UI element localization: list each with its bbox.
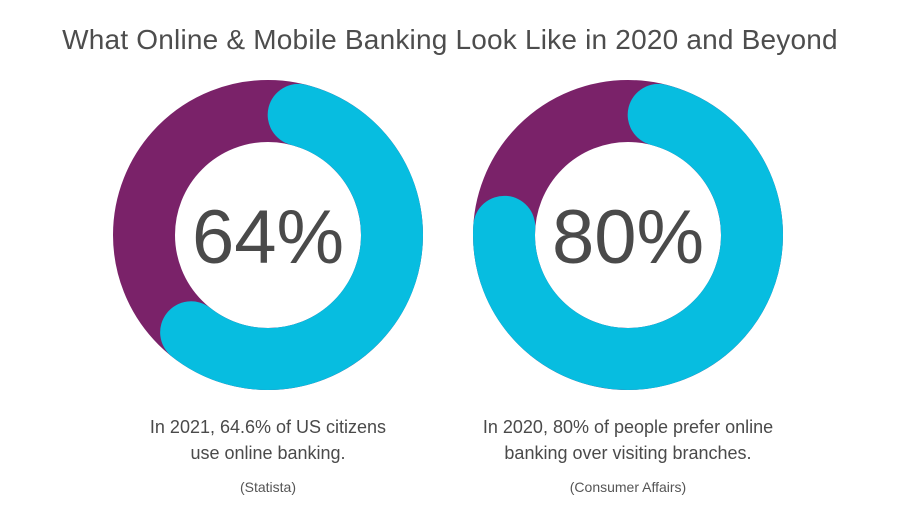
chart-title: What Online & Mobile Banking Look Like i… <box>62 24 838 55</box>
donut-slice-main <box>113 80 423 390</box>
caption-line-2: use online banking. <box>190 443 346 463</box>
donut-center-value: 80% <box>552 195 704 280</box>
donut-slices <box>473 80 783 390</box>
donut-slices <box>113 80 423 390</box>
source-label: (Statista) <box>239 479 296 495</box>
donut-chart-prefer-online: 80% <box>468 75 788 395</box>
caption-online-banking: In 2021, 64.6% of US citizens use online… <box>78 414 458 500</box>
source-label: (Consumer Affairs) <box>569 479 687 495</box>
donut-chart-svg: 80% <box>473 80 783 390</box>
caption-line-1: In 2021, 64.6% of US citizens <box>149 417 387 437</box>
donut-slice-main <box>473 80 783 390</box>
caption-line-1: In 2020, 80% of people prefer online <box>482 417 774 437</box>
donut-chart-online-banking: 64% <box>108 75 428 395</box>
donut-center-value: 64% <box>192 195 344 280</box>
donut-chart-svg: 64% <box>113 80 423 390</box>
caption-prefer-online: In 2020, 80% of people prefer online ban… <box>438 414 818 500</box>
caption-line-2: banking over visiting branches. <box>504 443 752 463</box>
